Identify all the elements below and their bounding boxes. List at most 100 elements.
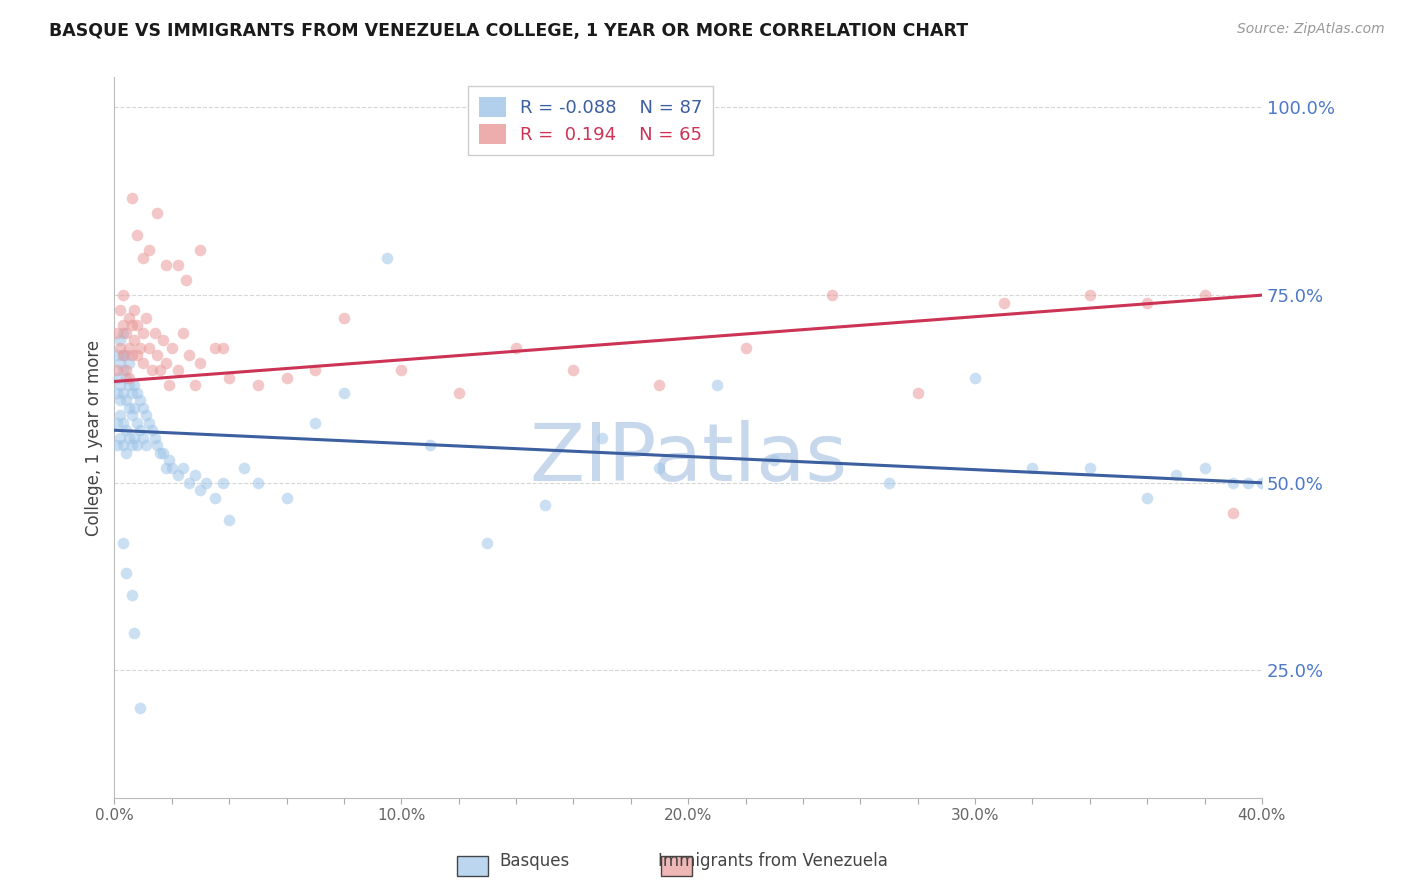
Point: [124, 378, 146, 392]
Point: [155, 356, 177, 370]
Point: [146, 348, 169, 362]
Point: [132, 356, 155, 370]
Point: [152, 333, 174, 347]
Point: [121, 348, 143, 362]
Point: [118, 356, 141, 370]
Point: [389, 363, 412, 377]
Point: [108, 409, 131, 423]
Point: [108, 341, 131, 355]
Point: [763, 453, 786, 467]
Point: [648, 460, 671, 475]
Point: [111, 288, 134, 302]
Point: [157, 453, 180, 467]
Point: [648, 378, 671, 392]
Point: [115, 446, 138, 460]
Point: [105, 385, 128, 400]
Point: [124, 303, 146, 318]
Point: [149, 363, 172, 377]
Point: [138, 243, 160, 257]
Legend: R = -0.088    N = 87, R =  0.194    N = 65: R = -0.088 N = 87, R = 0.194 N = 65: [468, 87, 713, 155]
Point: [1078, 460, 1101, 475]
Point: [121, 438, 143, 452]
Point: [118, 431, 141, 445]
Point: [218, 370, 240, 384]
Point: [963, 370, 986, 384]
Point: [115, 423, 138, 437]
Point: [877, 475, 900, 490]
Point: [143, 326, 166, 340]
Text: Basques: Basques: [499, 852, 569, 870]
Point: [143, 431, 166, 445]
Point: [157, 378, 180, 392]
Point: [276, 370, 298, 384]
Point: [124, 333, 146, 347]
Point: [166, 363, 188, 377]
Point: [276, 491, 298, 505]
Point: [1136, 491, 1159, 505]
Point: [146, 438, 169, 452]
Point: [149, 446, 172, 460]
Point: [184, 378, 207, 392]
Point: [141, 363, 163, 377]
Point: [118, 341, 141, 355]
Point: [141, 423, 163, 437]
Point: [212, 341, 235, 355]
Point: [160, 460, 183, 475]
Point: [115, 393, 138, 408]
Point: [172, 460, 194, 475]
Point: [115, 370, 138, 384]
Point: [706, 378, 728, 392]
Point: [108, 303, 131, 318]
Point: [195, 475, 218, 490]
Point: [135, 310, 157, 325]
Point: [533, 498, 555, 512]
Point: [124, 431, 146, 445]
Point: [121, 385, 143, 400]
Point: [333, 385, 356, 400]
Point: [118, 310, 141, 325]
Point: [118, 378, 141, 392]
Point: [111, 438, 134, 452]
Point: [1194, 288, 1216, 302]
Point: [108, 356, 131, 370]
Point: [124, 626, 146, 640]
Point: [304, 363, 326, 377]
Point: [138, 416, 160, 430]
Point: [105, 370, 128, 384]
Point: [111, 363, 134, 377]
Point: [108, 333, 131, 347]
Point: [505, 341, 527, 355]
Point: [419, 438, 441, 452]
Point: [121, 409, 143, 423]
Point: [477, 536, 499, 550]
Text: Immigrants from Venezuela: Immigrants from Venezuela: [658, 852, 889, 870]
Point: [129, 341, 152, 355]
Point: [132, 326, 155, 340]
Point: [375, 251, 398, 265]
Point: [160, 341, 183, 355]
Point: [333, 310, 356, 325]
Point: [993, 295, 1015, 310]
Point: [111, 536, 134, 550]
Point: [105, 363, 128, 377]
Point: [1236, 475, 1258, 490]
Point: [218, 513, 240, 527]
Point: [1136, 295, 1159, 310]
Point: [129, 701, 152, 715]
Point: [246, 378, 269, 392]
Point: [135, 438, 157, 452]
Text: ZIPatlas: ZIPatlas: [529, 420, 848, 499]
Point: [190, 356, 212, 370]
Point: [124, 401, 146, 415]
Point: [1021, 460, 1043, 475]
Point: [146, 205, 169, 219]
Point: [121, 318, 143, 333]
Point: [166, 468, 188, 483]
Point: [232, 460, 254, 475]
Point: [204, 341, 226, 355]
Point: [152, 446, 174, 460]
Point: [129, 393, 152, 408]
Point: [174, 273, 197, 287]
Point: [127, 228, 149, 243]
Point: [127, 318, 149, 333]
